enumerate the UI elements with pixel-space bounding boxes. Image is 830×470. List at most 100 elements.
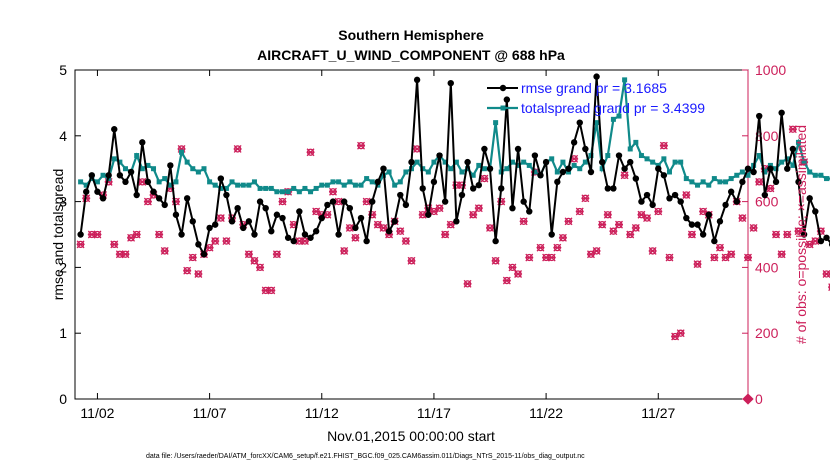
totalspread-point [549,156,555,162]
totalspread-point [386,169,392,175]
obs-count-marker [132,230,141,239]
rmse-point [772,178,780,186]
rmse-point [498,185,505,192]
rmse-point [273,211,281,218]
rmse-point [167,162,174,169]
obs-count-marker [738,214,747,223]
rmse-point [615,152,623,159]
totalspread-point [302,185,308,191]
plot-area [76,73,830,405]
rmse-point [509,204,516,212]
totalspread-point [207,179,213,185]
totalspread-point [459,169,465,175]
obs-count-marker [256,263,265,272]
rmse-point [341,198,348,205]
obs-count-marker [822,270,830,278]
totalspread-point [156,179,162,185]
rmse-point [733,198,740,205]
totalspread-point [599,166,605,172]
x-axis-label: Nov.01,2015 00:00:00 start [327,428,495,444]
y-tick-label: 0 [59,391,67,407]
rmse-point [430,178,438,186]
rmse-point [716,218,724,225]
totalspread-point [661,156,667,162]
rmse-point [582,145,589,153]
obs-count-marker [480,174,489,183]
rmse-point [155,195,163,202]
rmse-point [77,231,84,238]
totalspread-point [767,162,773,168]
rmse-point [228,218,236,225]
totalspread-point [481,166,487,172]
obs-count-marker [441,230,450,239]
totalspread-point [285,189,291,195]
rmse-point [744,165,752,172]
totalspread-point [504,166,510,172]
totalspread-point [274,189,280,195]
obs-count-marker [351,233,360,242]
totalspread-point [212,182,218,188]
rmse-point [357,214,365,222]
totalspread-point [706,182,712,188]
obs-count-marker [710,253,719,262]
rmse-point [666,195,673,202]
y-axis-left: 0 1 2 3 4 5 [59,62,81,407]
obs-count-marker [491,256,500,265]
totalspread-point [336,179,342,185]
obs-count-marker [272,250,281,259]
obs-count-marker [665,253,674,262]
obs-count-marker [631,223,640,232]
totalspread-point [633,139,639,145]
totalspread-point [582,159,588,165]
totalspread-point [465,166,471,172]
rmse-point [570,139,578,146]
totalspread-point [117,159,123,165]
obs-count-marker [508,263,517,272]
rmse-point [671,191,679,199]
rmse-point [262,204,269,212]
obs-count-marker [183,266,192,275]
totalspread-point [223,185,229,191]
rmse-point [223,191,230,199]
totalspread-point [280,189,286,195]
totalspread-point [190,166,196,172]
rmse-point [425,211,432,218]
obs-count-marker [643,214,652,223]
x-tick-label: 11/22 [529,405,563,421]
totalspread-point [795,139,801,145]
rmse-point [699,231,707,238]
rmse-point [88,172,96,179]
totalspread-point [425,169,431,175]
rmse-point [352,224,359,232]
rmse-point [183,195,191,202]
totalspread-point [566,169,572,175]
obs-count-marker [676,329,685,338]
totalspread-point [184,159,190,165]
rmse-point [419,185,426,192]
y-axis-label: rmse and totalspread [50,169,66,301]
legend-spread-marker [500,105,506,111]
rmse-line [79,76,830,257]
obs-count-marker [267,286,276,295]
rmse-point [677,198,684,205]
obs-count-marker [626,230,635,239]
rmse-point [649,201,656,209]
totalspread-point [532,169,538,175]
obs-count-marker [598,220,607,229]
totalspread-point [364,176,370,182]
y-tick-label: 1 [59,325,67,341]
obs-count-marker [788,125,797,134]
rmse-point [722,201,729,209]
rmse-point [632,175,640,182]
obs-count-marker [357,141,366,150]
obs-count-marker [446,220,455,229]
totalspread-point [812,172,818,178]
totalspread-point [257,185,263,191]
rmse-point [200,251,208,258]
totalspread-point [100,172,106,178]
obs-count-marker [575,207,584,216]
totalspread-point [218,185,224,191]
totalspread-point [779,159,785,165]
totalspread-point [610,116,616,122]
obs-count-marker [340,246,349,255]
